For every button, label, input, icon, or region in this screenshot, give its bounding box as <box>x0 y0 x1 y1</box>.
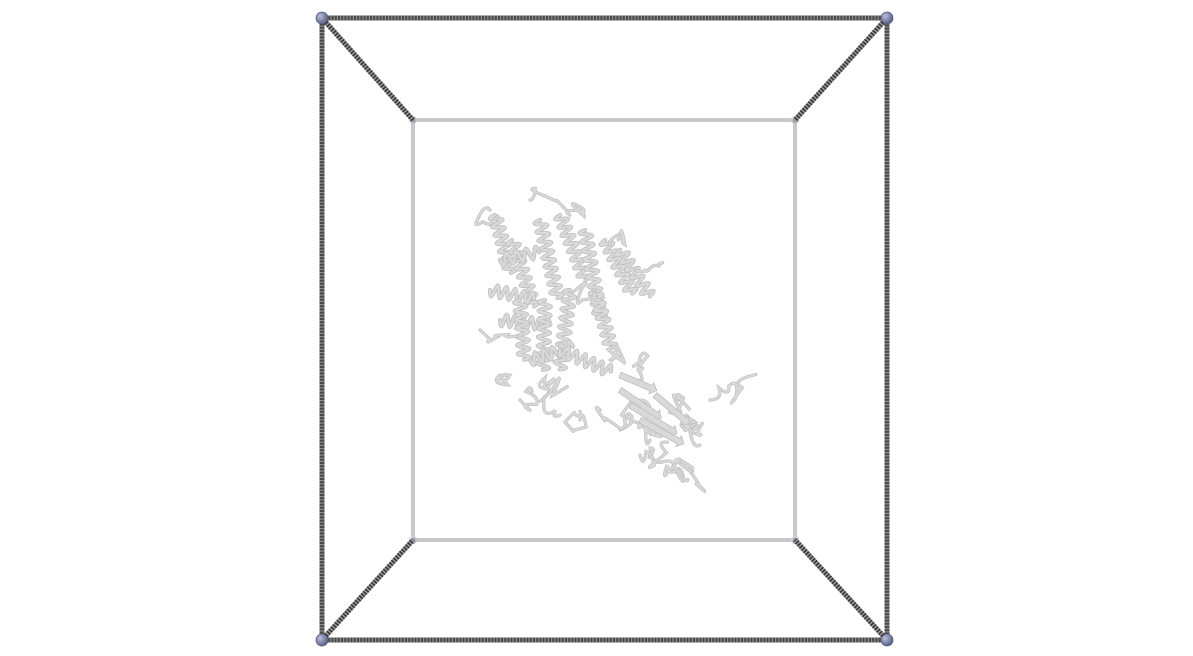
protein-loop-b11 <box>708 372 758 405</box>
protein-helix-3 <box>532 217 565 301</box>
protein-loop-a6 <box>494 373 513 387</box>
box-front-face <box>319 15 890 643</box>
protein-helix-15 <box>557 345 614 377</box>
depth-edge-bottom-right <box>792 537 890 643</box>
front-corner-bottom-right <box>880 633 894 647</box>
protein-loop-b6 <box>678 458 707 494</box>
protein-strand-3 <box>638 416 685 448</box>
protein-loop-a3 <box>565 202 586 220</box>
box-back-face <box>409 116 799 544</box>
protein-helix-10 <box>512 297 533 362</box>
protein-helix-7 <box>614 247 656 299</box>
protein-loop-a7 <box>518 386 539 412</box>
protein-loop-a9 <box>571 281 602 305</box>
protein-helix-5 <box>577 227 608 321</box>
front-corner-top-left <box>315 11 329 25</box>
protein-helix-6 <box>598 237 639 296</box>
protein-helix-16 <box>497 244 542 268</box>
depth-edge-top-left <box>319 15 416 123</box>
protein-loop-a2 <box>528 186 570 214</box>
box-depth-edges <box>319 15 890 643</box>
front-corner-bottom-left <box>315 633 329 647</box>
depth-edge-top-right <box>792 15 890 123</box>
protein-loop-a1 <box>474 206 500 227</box>
protein-loop-b13 <box>638 440 669 469</box>
protein-loop-b2 <box>631 351 650 382</box>
protein-loop-b1 <box>605 345 627 365</box>
protein-loop-a5 <box>633 261 665 274</box>
protein-loop-a10 <box>478 328 519 344</box>
depth-edge-bottom-left <box>319 537 416 643</box>
protein-strand-5 <box>618 371 658 395</box>
front-corner-top-right <box>880 11 894 25</box>
protein-cartoon-structure <box>474 186 758 494</box>
box-corner-spheres <box>315 11 894 647</box>
protein-loop-a4 <box>607 229 628 248</box>
protein-loop-b15 <box>662 457 694 483</box>
protein-helix-13 <box>587 287 619 350</box>
protein-helix-8 <box>487 283 537 306</box>
protein-loop-b10 <box>562 409 588 433</box>
protein-strand-4 <box>652 392 690 426</box>
protein-loop-b14 <box>542 376 569 418</box>
